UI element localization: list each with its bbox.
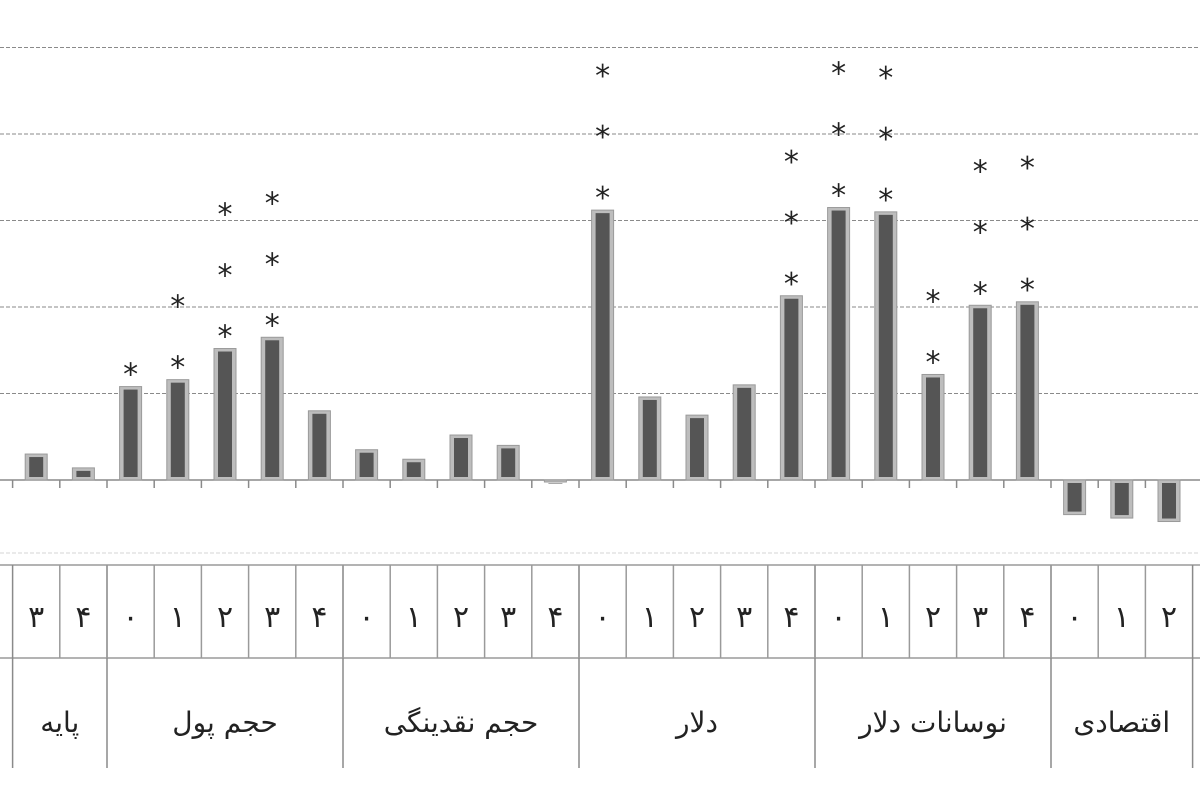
- tick-label-1-0: ۰: [123, 600, 139, 635]
- bar-fill-2-4: [548, 483, 563, 484]
- significance-star: *: [878, 61, 893, 96]
- significance-star: *: [218, 320, 233, 355]
- tick-label-2-4: ۴: [547, 600, 563, 635]
- significance-star: *: [265, 247, 280, 282]
- significance-star: *: [218, 198, 233, 233]
- tick-label-2-1: ۱: [406, 600, 422, 635]
- tick-label-3-2: ۲: [689, 600, 705, 635]
- tick-label-3-1: ۱: [642, 600, 658, 635]
- bar-fill-2-0: [359, 452, 374, 477]
- group-label-0: پایه: [40, 706, 79, 739]
- bar-fill-4-1: [878, 214, 893, 477]
- tick-label-1-3: ۳: [264, 600, 280, 635]
- bar-fill-5-0: [1067, 483, 1082, 512]
- tick-label-0-1: ۴: [75, 600, 91, 635]
- group-label-4: نوسانات دلار: [857, 706, 1007, 739]
- group-label-3: دلار: [674, 706, 718, 739]
- significance-star: *: [784, 206, 799, 241]
- significance-star: *: [265, 308, 280, 343]
- significance-star: *: [595, 59, 610, 94]
- tick-label-1-1: ۱: [170, 600, 186, 635]
- tick-label-1-4: ۴: [311, 600, 327, 635]
- tick-label-2-2: ۲: [453, 600, 469, 635]
- bar-fill-4-0: [831, 210, 846, 477]
- significance-star: *: [784, 145, 799, 180]
- bar-fill-1-1: [170, 382, 185, 477]
- significance-star: *: [1020, 273, 1035, 308]
- bar-2-4: [543, 479, 567, 483]
- significance-star: *: [1020, 212, 1035, 247]
- tick-label-4-1: ۱: [878, 600, 894, 635]
- tick-label-5-0: ۰: [1067, 600, 1083, 635]
- group-label-5: اقتصادی: [1073, 706, 1170, 739]
- bar-fill-1-3: [265, 340, 280, 477]
- bar-fill-1-2: [218, 351, 232, 477]
- bar-fill-3-2: [690, 418, 704, 477]
- significance-star: *: [595, 181, 610, 216]
- tick-label-4-4: ۴: [1019, 600, 1035, 635]
- tick-label-1-2: ۲: [217, 600, 233, 635]
- bar-fill-2-1: [406, 462, 421, 477]
- tick-label-4-2: ۲: [925, 600, 941, 635]
- significance-star: *: [170, 351, 185, 386]
- bar-fill-2-3: [501, 448, 516, 477]
- significance-star: *: [170, 290, 185, 325]
- bar-fill-4-3: [973, 308, 988, 477]
- significance-star: *: [878, 122, 893, 157]
- bar-fill-1-0: [123, 389, 138, 477]
- tick-label-5-2: ۲: [1161, 600, 1177, 635]
- tick-label-4-3: ۳: [972, 600, 988, 635]
- bar-fill-3-0: [595, 213, 610, 477]
- tick-label-3-0: ۰: [595, 600, 611, 635]
- significance-star: *: [123, 358, 138, 393]
- significance-star: *: [218, 259, 233, 294]
- bar-fill-3-1: [642, 399, 657, 477]
- tick-label-0-0: ۳: [28, 600, 44, 635]
- significance-star: *: [831, 118, 846, 153]
- tick-label-4-0: ۰: [831, 600, 847, 635]
- significance-star: *: [926, 284, 941, 319]
- bar-fill-4-4: [1020, 304, 1035, 477]
- significance-star: *: [831, 57, 846, 92]
- bar-fill-0-1: [76, 470, 91, 477]
- significance-star: *: [784, 267, 799, 302]
- significance-star: *: [1020, 151, 1035, 186]
- bar-fill-1-4: [312, 413, 327, 477]
- bar-fill-3-4: [784, 298, 799, 477]
- significance-star: *: [595, 120, 610, 155]
- bar-fill-5-1: [1114, 483, 1129, 516]
- tick-label-5-1: ۱: [1114, 600, 1130, 635]
- bar-fill-0-0: [29, 457, 44, 477]
- bar-fill-3-3: [737, 387, 752, 477]
- tick-label-3-4: ۴: [783, 600, 799, 635]
- bar-fill-2-2: [454, 438, 468, 477]
- tick-label-3-3: ۳: [736, 600, 752, 635]
- group-label-1: حجم پول: [172, 706, 278, 739]
- bar-fill-4-2: [926, 377, 940, 477]
- group-label-2: حجم نقدینگی: [384, 706, 539, 739]
- bar-fill-5-2: [1162, 483, 1176, 519]
- significance-star: *: [831, 179, 846, 214]
- tick-label-2-0: ۰: [359, 600, 375, 635]
- tick-label-2-3: ۳: [500, 600, 516, 635]
- significance-star: *: [265, 186, 280, 221]
- significance-star: *: [973, 154, 988, 189]
- significance-star: *: [973, 215, 988, 250]
- significance-star: *: [973, 276, 988, 311]
- significance-star: *: [878, 183, 893, 218]
- significance-star: *: [926, 345, 941, 380]
